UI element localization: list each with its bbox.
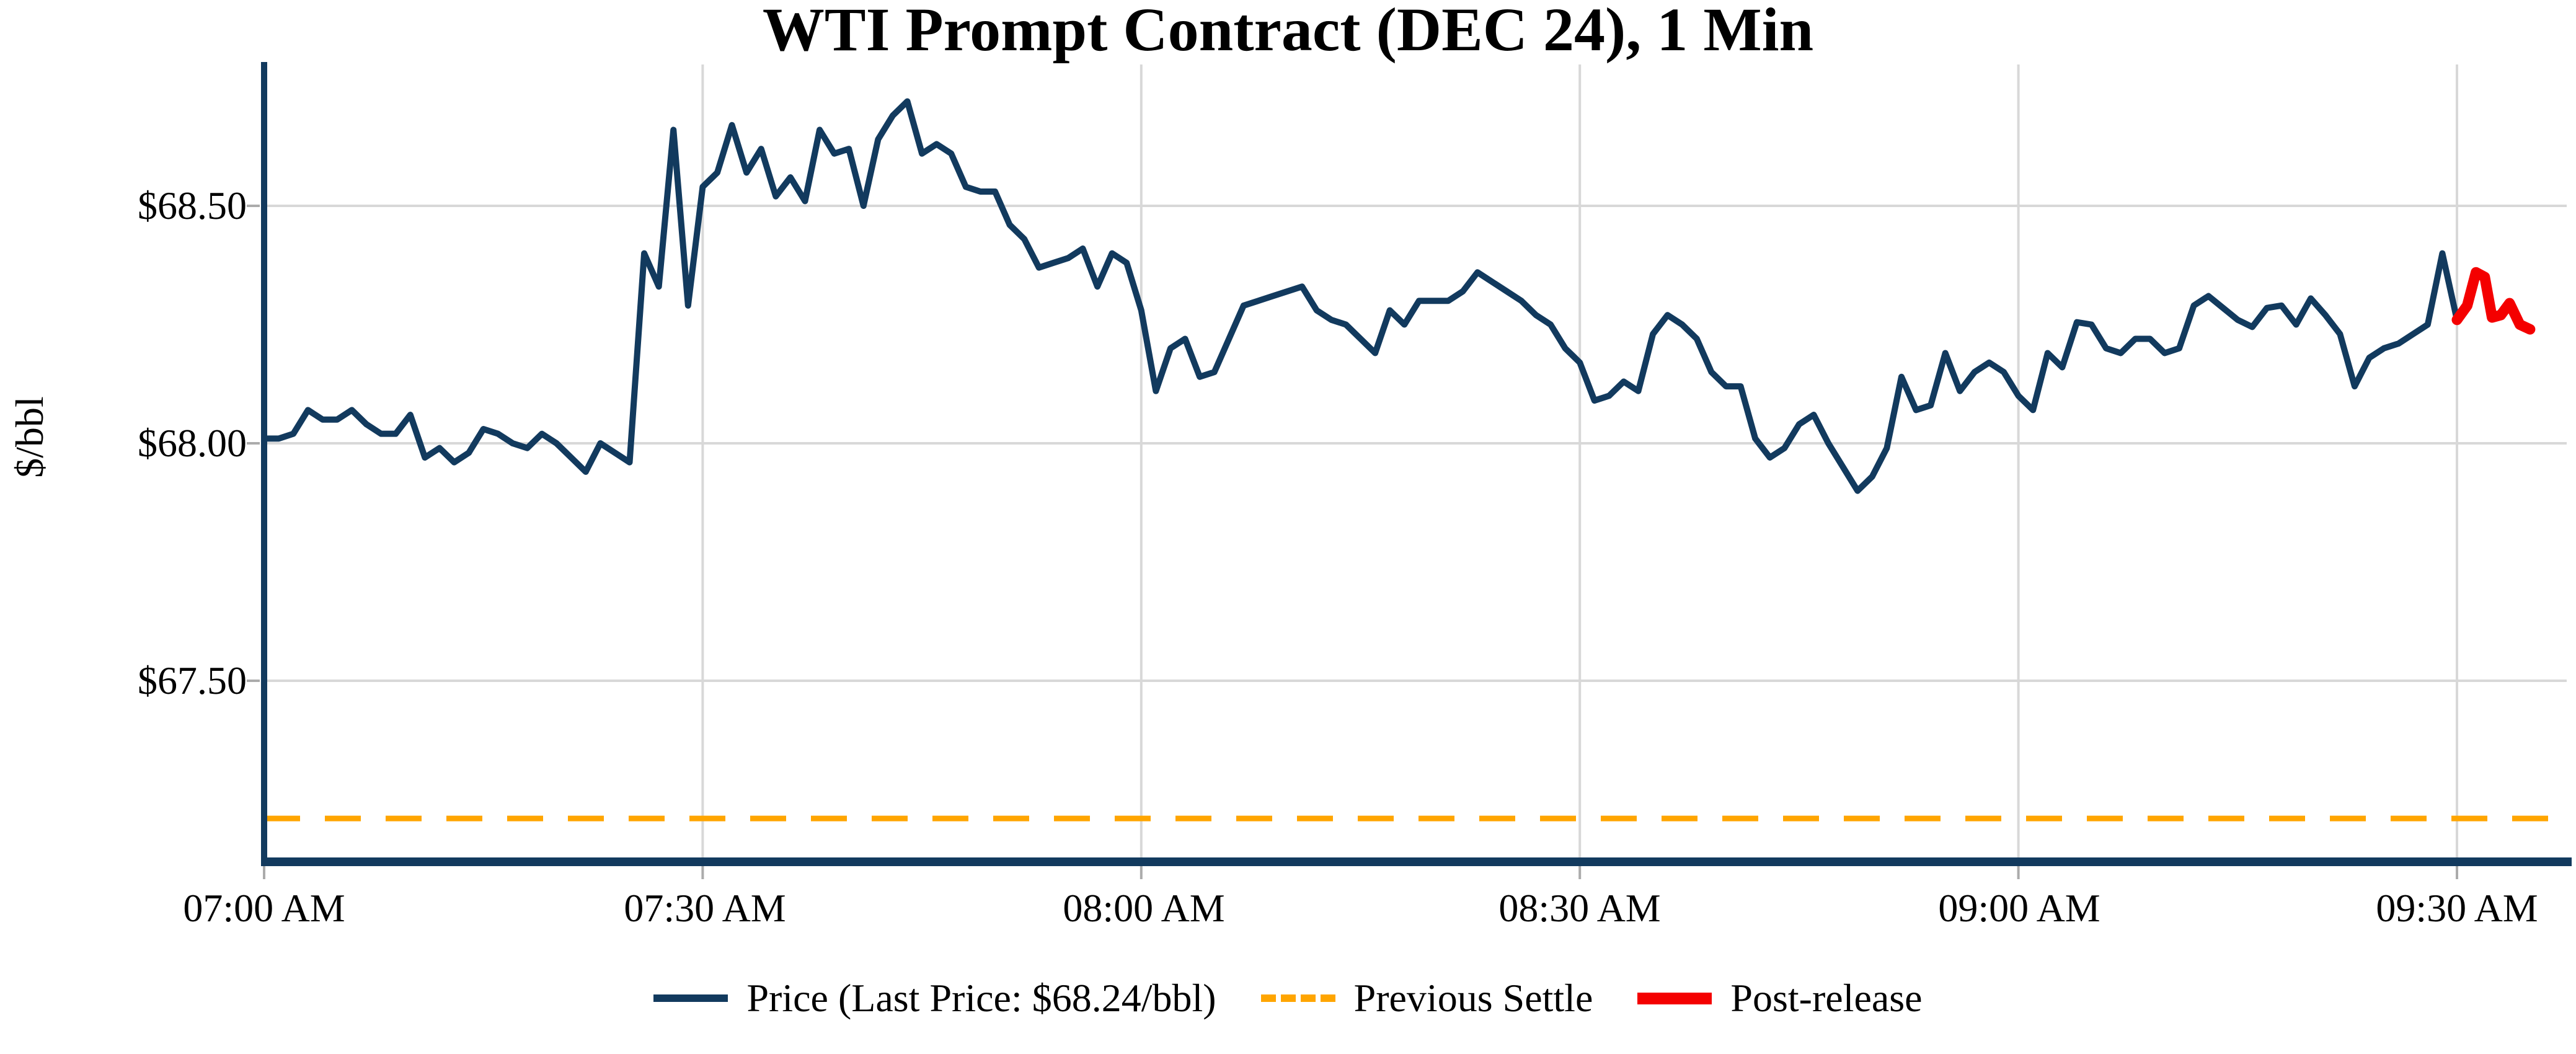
- price-line: [261, 98, 2460, 494]
- legend-label-price: Price (Last Price: $68.24/bbl): [746, 976, 1216, 1020]
- x-tick-0730: 07:30 AM: [624, 886, 786, 930]
- legend-item-price: Price (Last Price: $68.24/bbl): [653, 967, 1216, 1029]
- x-tick-0700: 07:00 AM: [183, 886, 345, 930]
- chart-title: WTI Prompt Contract (DEC 24), 1 Min: [762, 0, 1814, 64]
- legend-item-previous-settle: Previous Settle: [1260, 967, 1593, 1029]
- price-line-swatch: [653, 994, 728, 1002]
- post-release-swatch: [1637, 992, 1712, 1004]
- post-release-line: [2451, 267, 2536, 335]
- legend-label-post-release: Post-release: [1730, 976, 1923, 1020]
- y-tick-68-00: $68.00: [138, 421, 247, 465]
- x-tick-0800: 08:00 AM: [1063, 886, 1225, 930]
- x-tick-0830: 08:30 AM: [1498, 886, 1661, 930]
- y-tick-68-50: $68.50: [138, 184, 247, 228]
- legend-label-previous-settle: Previous Settle: [1353, 976, 1593, 1020]
- y-tick-67-50: $67.50: [138, 658, 247, 702]
- legend: Price (Last Price: $68.24/bbl) Previous …: [0, 967, 2576, 1029]
- x-tick-0930: 09:30 AM: [2376, 886, 2538, 930]
- legend-item-post-release: Post-release: [1637, 967, 1923, 1029]
- previous-settle-swatch: [1260, 994, 1335, 1002]
- x-tick-0900: 09:00 AM: [1938, 886, 2100, 930]
